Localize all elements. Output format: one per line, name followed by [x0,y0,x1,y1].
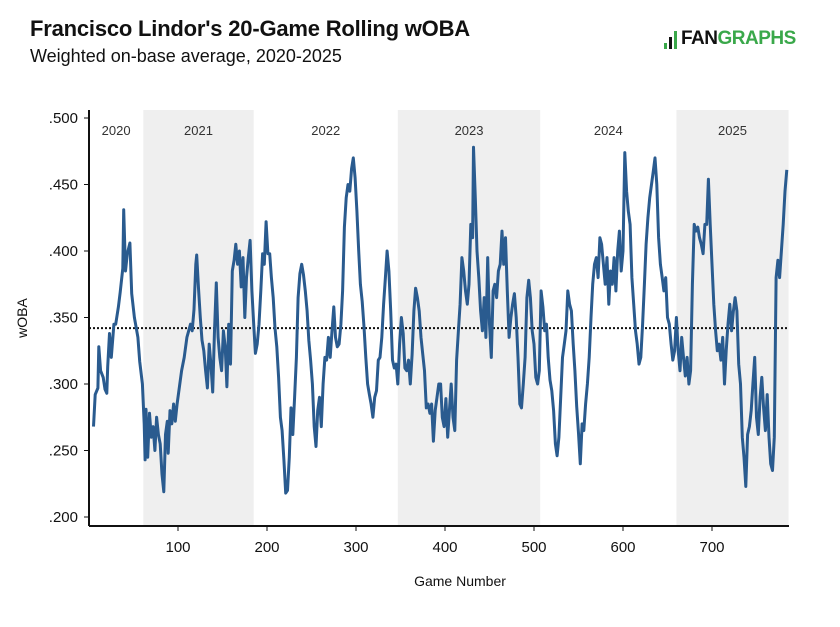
x-tick-label: 700 [699,539,724,556]
axes: .200 .250 .300 .350 .400 .450 .500 100 200 300 400… [49,110,789,556]
chart-subtitle: Weighted on-base average, 2020-2025 [30,46,342,66]
series-line [92,145,789,495]
logo-bars-icon [664,29,679,49]
y-tick-label: .250 [49,443,78,460]
y-tick-label: .350 [49,310,78,327]
y-axis-title: wOBA [14,298,30,339]
y-tick-label: .400 [49,243,78,260]
y-tick-label: .300 [49,376,78,393]
season-label: 2025 [718,123,747,138]
season-label: 2023 [455,123,484,138]
season-labels: 2020 2021 2022 2023 2024 2025 [102,123,747,138]
x-tick-label: 400 [432,539,457,556]
season-label: 2022 [311,123,340,138]
season-label: 2021 [184,123,213,138]
logo-text-fan: FAN [681,28,718,49]
fangraphs-logo: FAN GRAPHS [664,28,796,50]
x-axis-title: Game Number [414,573,506,589]
x-tick-label: 300 [343,539,368,556]
chart-title: Francisco Lindor's 20-Game Rolling wOBA [30,16,470,41]
x-tick-label: 100 [165,539,190,556]
y-tick-label: .500 [49,110,78,127]
x-tick-label: 600 [610,539,635,556]
y-tick-label: .450 [49,177,78,194]
x-tick-label: 500 [521,539,546,556]
season-label: 2024 [594,123,623,138]
logo-text-graphs: GRAPHS [717,28,797,49]
season-band-2021 [143,110,254,526]
x-tick-label: 200 [254,539,279,556]
y-tick-label: .200 [49,509,78,526]
season-label: 2020 [102,123,131,138]
